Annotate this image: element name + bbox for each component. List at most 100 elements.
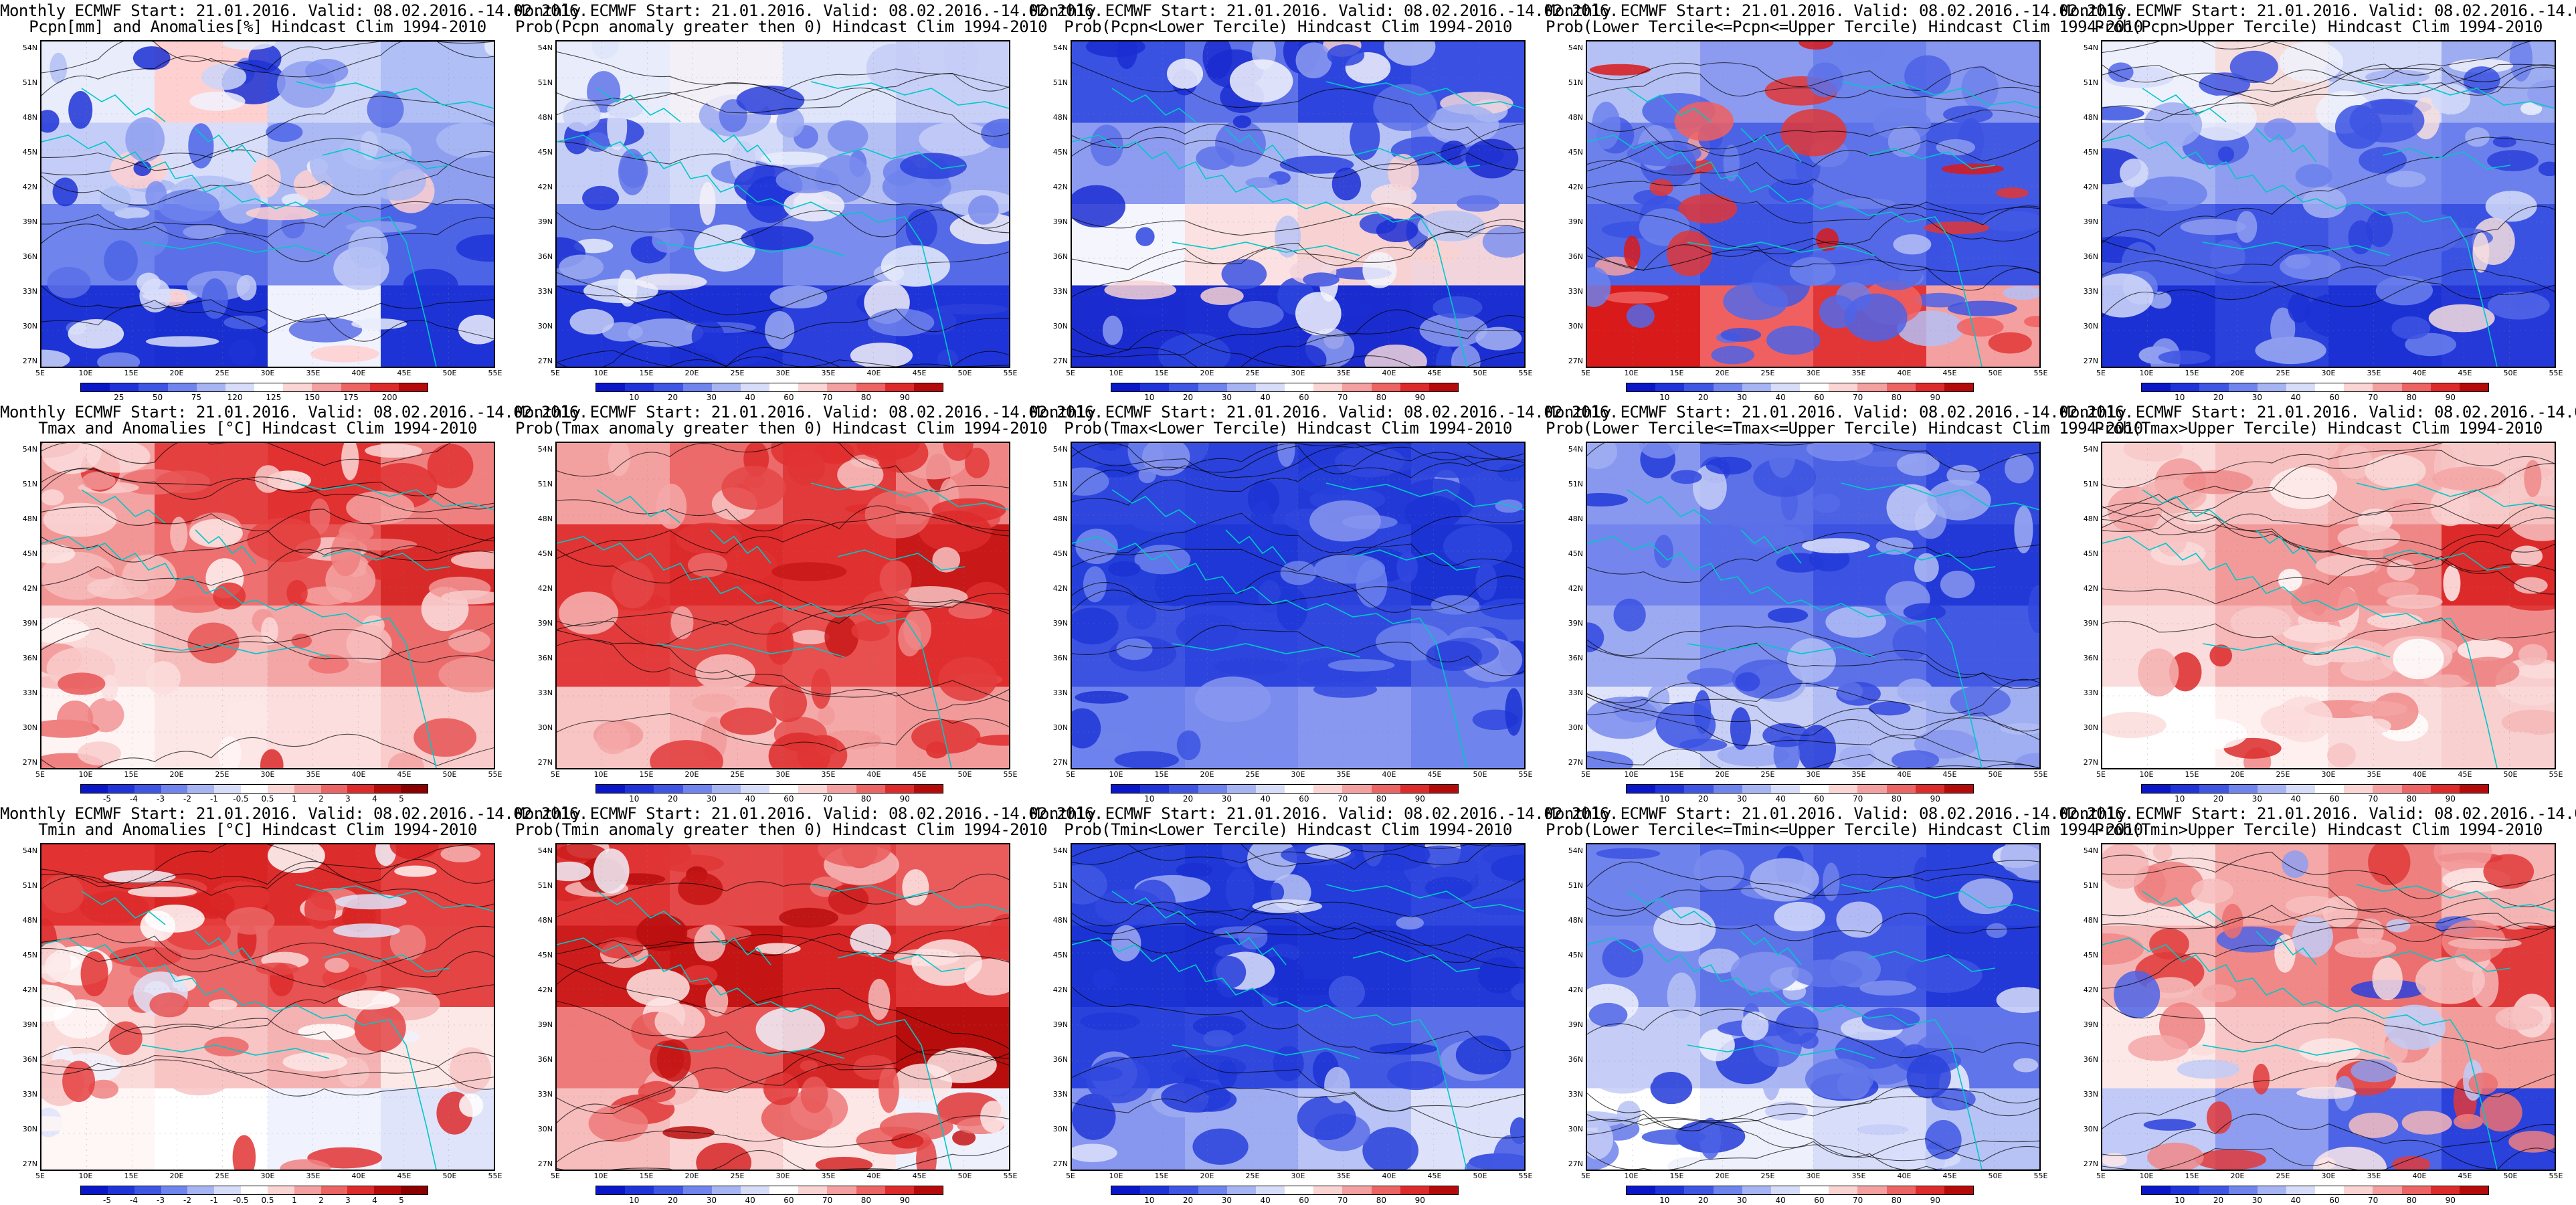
colorbar-cell	[625, 785, 654, 793]
shade-blob	[1996, 187, 2029, 199]
lon-label: 15E	[1154, 1172, 1169, 1180]
shade-blob	[282, 1052, 348, 1072]
shade-blob	[1370, 1042, 1438, 1055]
lon-label: 40E	[2412, 770, 2427, 779]
shade-blob	[1108, 561, 1141, 577]
shade-blob	[1789, 257, 1836, 286]
map-plot	[40, 40, 495, 368]
shade-blob	[2255, 337, 2326, 365]
colorbar-cell	[1684, 1186, 1714, 1194]
colorbar-tick: 90	[2445, 794, 2456, 804]
shade-blob	[286, 579, 308, 606]
shade-blob	[1730, 707, 1752, 750]
shade-blob	[1699, 1028, 1735, 1062]
coastline	[2202, 643, 2391, 658]
lon-label: 5E	[551, 1172, 560, 1180]
shade-blob	[82, 472, 116, 490]
shade-blob	[1129, 305, 1171, 319]
lon-label: 30E	[775, 770, 790, 779]
shade-blob	[1861, 1007, 1920, 1030]
lat-label: 45N	[1568, 549, 1583, 558]
lat-label: 48N	[2083, 113, 2098, 122]
lon-label: 15E	[1669, 770, 1684, 779]
shade-blob	[2509, 41, 2533, 82]
colorbar-cell	[711, 383, 741, 391]
shade-blob	[721, 466, 786, 510]
colorbar-cell	[2257, 383, 2286, 391]
lon-label: 55E	[1003, 369, 1018, 377]
shade-blob	[1844, 293, 1908, 342]
shade-blob	[2463, 66, 2500, 94]
coastline	[1111, 489, 1196, 524]
contour-line	[41, 41, 494, 96]
shade-blob	[1956, 316, 2004, 337]
colorbar-cell	[225, 383, 255, 391]
colorbar-tick: 30	[2251, 393, 2262, 402]
shade-blob	[387, 752, 424, 768]
colorbar-tick: 70	[822, 393, 833, 402]
lon-label: 10E	[1624, 1172, 1639, 1180]
colorbar-tick: -5	[103, 794, 111, 804]
shade-blob	[1214, 658, 1288, 676]
lat-label: 36N	[22, 252, 37, 261]
lat-label: 33N	[537, 688, 553, 697]
shade-blob	[354, 1004, 406, 1052]
shade-blob	[1837, 682, 1863, 701]
lon-label: 50E	[957, 770, 972, 779]
lon-label: 40E	[351, 369, 366, 377]
shade-blob	[438, 656, 494, 692]
shade-blob	[638, 1081, 676, 1103]
shade-blob	[448, 630, 490, 653]
lon-label: 45E	[397, 369, 411, 377]
colorbar-tick: 70	[822, 794, 833, 804]
lat-label: 36N	[1568, 1055, 1583, 1064]
colorbar-cell	[740, 1186, 770, 1194]
shade-blob	[1404, 495, 1461, 531]
lat-label: 36N	[2083, 654, 2098, 662]
shade-blob	[850, 343, 913, 367]
coastline	[2256, 529, 2317, 564]
shade-blob	[1277, 443, 1295, 467]
shade-blob	[687, 553, 728, 577]
lat-label: 33N	[1568, 688, 1583, 697]
lon-label: 50E	[957, 369, 972, 377]
map-plot	[1586, 442, 2041, 769]
coastline	[1841, 884, 2039, 912]
shade-blob	[1627, 141, 1701, 167]
contour-line	[557, 630, 1009, 702]
colorbar-cell	[214, 785, 242, 793]
colorbar-tick: 2	[318, 1196, 324, 1205]
shade-blob	[1914, 729, 1979, 759]
lon-label: 10E	[2139, 770, 2154, 779]
shade-blob	[591, 41, 619, 60]
coastline	[1225, 128, 1287, 163]
lat-label: 30N	[2083, 322, 2098, 331]
colorbar-cell	[798, 785, 828, 793]
shade-blob	[2423, 674, 2472, 688]
colorbar-cell	[81, 1186, 108, 1194]
colorbar-tick: 40	[2290, 1196, 2301, 1205]
lon-label: 45E	[1942, 1172, 1957, 1180]
shade-blob	[636, 914, 688, 951]
shade-blob	[1687, 668, 1736, 686]
lon-label: 40E	[866, 770, 881, 779]
coastline	[1072, 536, 1467, 768]
shade-blob	[1098, 443, 1123, 451]
colorbar-tick: 10	[1144, 1196, 1155, 1205]
contour-line	[557, 1034, 1009, 1123]
shade-blob	[1229, 59, 1293, 103]
shade-blob	[1723, 145, 1740, 182]
shade-blob	[261, 617, 278, 646]
shade-blob	[291, 634, 312, 648]
colorbar-cell	[81, 785, 108, 793]
shade-blob	[1774, 901, 1825, 931]
shade-blob	[50, 52, 68, 84]
shade-blob	[2236, 211, 2258, 243]
map-panel: Monthly ECMWF Start: 21.01.2016. Valid: …	[515, 0, 1103, 402]
lat-label: 30N	[22, 723, 37, 732]
contour-line	[2102, 463, 2555, 533]
colorbar-cell	[1371, 785, 1400, 793]
lat-label: 27N	[537, 758, 553, 767]
lon-label: 10E	[2139, 369, 2154, 377]
contour-line	[557, 1049, 1009, 1114]
